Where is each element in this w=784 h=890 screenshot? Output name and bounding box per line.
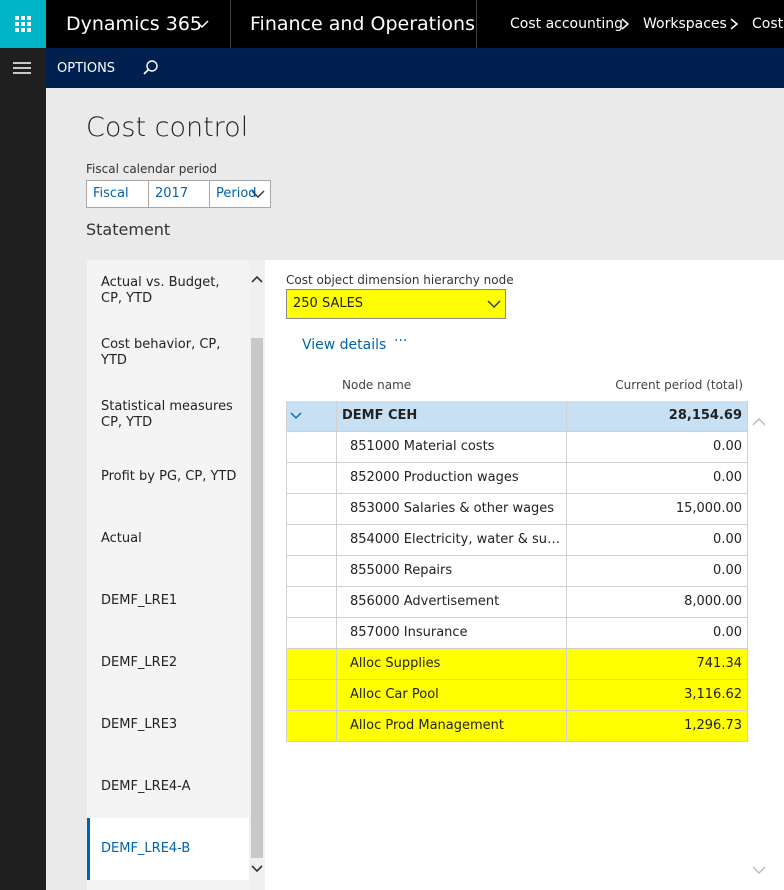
column-header[interactable]: Current period (total) (615, 378, 743, 392)
column-header[interactable]: Node name (342, 378, 412, 392)
node-name: 852000 Production wages (337, 463, 567, 494)
node-name: Alloc Supplies (337, 649, 567, 680)
grid-row[interactable]: 851000 Material costs 0.00 (286, 432, 748, 463)
node-value: 3,116.62 (567, 680, 748, 711)
row-selector[interactable] (286, 587, 337, 618)
options-button[interactable]: OPTIONS (57, 61, 116, 76)
row-selector[interactable] (286, 401, 337, 432)
expand-icon[interactable] (289, 411, 303, 421)
scroll-up[interactable] (251, 274, 263, 284)
fiscal-field[interactable]: Period (209, 180, 271, 208)
statement-item[interactable]: Cost behavior, CP, YTD (101, 337, 221, 368)
scroll-down[interactable] (251, 864, 263, 874)
node-value: 8,000.00 (567, 587, 748, 618)
grid-row[interactable]: DEMF CEH 28,154.69 (286, 401, 748, 432)
nav-rail (0, 48, 46, 890)
view-details[interactable]: View details (302, 337, 387, 353)
statement-item[interactable]: DEMF_LRE4-A (101, 779, 191, 794)
row-selector[interactable] (286, 556, 337, 587)
grid-row[interactable]: Alloc Supplies 741.34 (286, 649, 748, 680)
node-value: 0.00 (567, 556, 748, 587)
node-name: 854000 Electricity, water & supplies (337, 525, 567, 556)
module-name[interactable]: Finance and Operations (250, 13, 475, 35)
node-value: 0.00 (567, 432, 748, 463)
statement-item[interactable]: Statistical measures CP, YTD (101, 399, 233, 430)
node-value: 28,154.69 (567, 401, 748, 432)
statement-list: Actual vs. Budget, CP, YTD Cost behavior,… (87, 260, 249, 890)
grid-row[interactable]: 852000 Production wages 0.00 (286, 463, 748, 494)
scrollbar[interactable] (249, 260, 265, 890)
statement-item[interactable]: DEMF_LRE4-B (87, 818, 249, 880)
row-selector[interactable] (286, 649, 337, 680)
node-name: Alloc Prod Management (337, 711, 567, 742)
hamburger[interactable] (12, 61, 32, 75)
fiscal-field[interactable]: Fiscal (86, 180, 149, 208)
field-label: Fiscal calendar period (86, 162, 217, 176)
node-name: 855000 Repairs (337, 556, 567, 587)
chevron-down (251, 190, 265, 198)
row-selector[interactable] (286, 618, 337, 649)
scrollbar[interactable] (750, 401, 768, 890)
node-value: 0.00 (567, 463, 748, 494)
field-label: Cost object dimension hierarchy node (286, 273, 514, 287)
more-button[interactable]: ··· (394, 333, 408, 349)
chevron-down (487, 300, 501, 308)
separator (230, 0, 231, 48)
scroll-up[interactable] (752, 417, 766, 427)
grid-row[interactable]: 857000 Insurance 0.00 (286, 618, 748, 649)
app-launcher[interactable] (0, 0, 46, 48)
grid-row[interactable]: Alloc Car Pool 3,116.62 (286, 680, 748, 711)
breadcrumb[interactable]: Workspaces (643, 16, 727, 32)
statement-item[interactable]: Actual (101, 531, 142, 546)
row-selector[interactable] (286, 494, 337, 525)
node-value: 0.00 (567, 618, 748, 649)
app-name[interactable]: Dynamics 365 (66, 13, 202, 35)
grid-row[interactable]: 854000 Electricity, water & supplies 0.00 (286, 525, 748, 556)
breadcrumb[interactable]: Cost accounting (510, 16, 623, 32)
chevron-down (195, 20, 209, 29)
page-title: Cost control (86, 112, 249, 143)
row-selector[interactable] (286, 680, 337, 711)
node-dropdown[interactable]: 250 SALES (286, 289, 506, 319)
node-name: Alloc Car Pool (337, 680, 567, 711)
row-selector[interactable] (286, 463, 337, 494)
row-selector[interactable] (286, 711, 337, 742)
statement-item[interactable]: DEMF_LRE1 (101, 593, 178, 608)
row-selector[interactable] (286, 525, 337, 556)
node-value: 741.34 (567, 649, 748, 680)
breadcrumb[interactable]: Cost (752, 16, 784, 32)
chevron-right (621, 18, 630, 30)
node-value: 1,296.73 (567, 711, 748, 742)
grid-row[interactable]: 855000 Repairs 0.00 (286, 556, 748, 587)
top-bar: Dynamics 365 Finance and Operations Cost… (0, 0, 784, 48)
node-name: 851000 Material costs (337, 432, 567, 463)
chevron-right (730, 18, 739, 30)
scroll-down[interactable] (752, 865, 766, 875)
row-selector[interactable] (286, 432, 337, 463)
node-name: 857000 Insurance (337, 618, 567, 649)
separator (476, 0, 477, 48)
node-value: 0.00 (567, 525, 748, 556)
node-name: DEMF CEH (337, 401, 567, 432)
scroll-thumb[interactable] (251, 338, 263, 858)
node-name: 853000 Salaries & other wages (337, 494, 567, 525)
action-bar: OPTIONS (46, 48, 784, 88)
statement-item[interactable]: Profit by PG, CP, YTD (101, 469, 237, 484)
statement-item[interactable]: Actual vs. Budget, CP, YTD (101, 275, 220, 306)
grid-icon (15, 16, 31, 32)
grid-row[interactable]: 856000 Advertisement 8,000.00 (286, 587, 748, 618)
statement-item[interactable]: DEMF_LRE3 (101, 717, 178, 732)
section-title: Statement (86, 220, 171, 239)
fiscal-field[interactable]: 2017 (148, 180, 210, 208)
search-icon[interactable] (142, 59, 160, 77)
grid-row[interactable]: Alloc Prod Management 1,296.73 (286, 711, 748, 742)
node-value: 15,000.00 (567, 494, 748, 525)
grid-row[interactable]: 853000 Salaries & other wages 15,000.00 (286, 494, 748, 525)
node-name: 856000 Advertisement (337, 587, 567, 618)
statement-item[interactable]: DEMF_LRE2 (101, 655, 178, 670)
